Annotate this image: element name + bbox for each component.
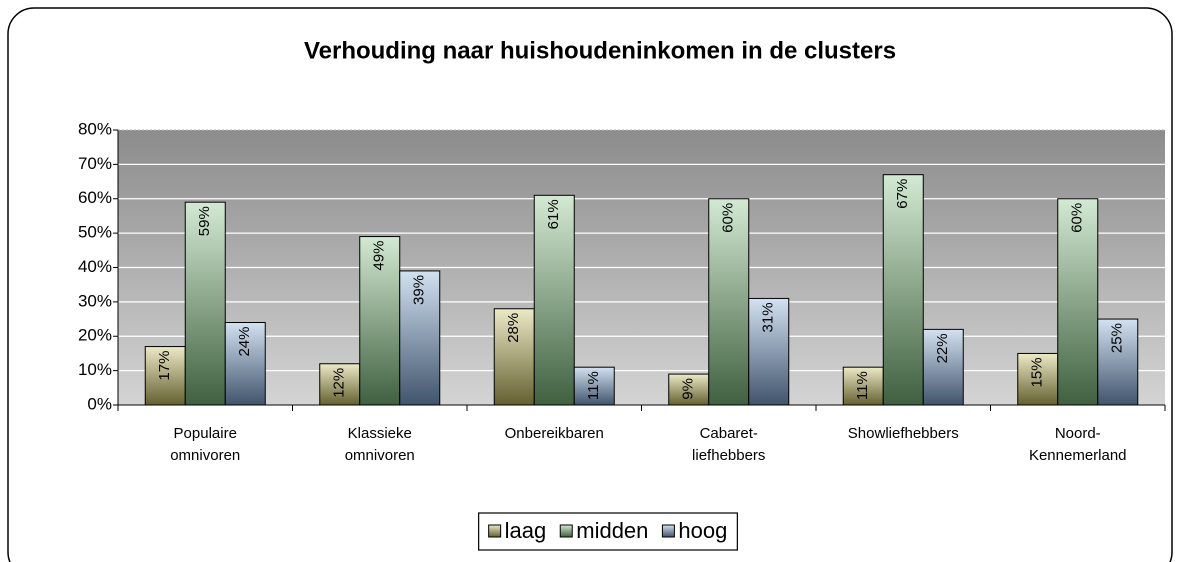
data-label: 11%: [585, 371, 602, 400]
data-label: 11%: [854, 371, 871, 400]
bar: [1057, 198, 1099, 406]
x-tick-label: Populaire omnivoren: [170, 425, 241, 464]
y-tick-label: 30%: [78, 291, 112, 310]
data-label: 60%: [1069, 203, 1086, 233]
legend-box: [478, 512, 738, 551]
y-tick-label: 50%: [78, 223, 112, 242]
data-label: 9%: [680, 378, 697, 400]
y-tick-label: 0%: [87, 394, 112, 413]
data-label: 59%: [196, 206, 213, 236]
legend: laag midden hoog: [478, 512, 738, 551]
data-label: 67%: [894, 179, 911, 209]
legend-label: laag: [505, 518, 547, 543]
bar: [359, 236, 401, 406]
y-tick-label: 40%: [78, 257, 112, 276]
x-tick-label: Klassieke omnivoren: [344, 425, 415, 464]
bar: [319, 363, 361, 406]
legend-swatch: [661, 524, 675, 538]
data-label: 12%: [331, 368, 348, 398]
bar: [708, 198, 750, 406]
y-tick-label: 20%: [78, 326, 112, 345]
chart-title: Verhouding naar huishoudeninkomen in de …: [304, 37, 896, 64]
y-tick-label: 80%: [78, 119, 112, 138]
x-tick-label: Noord- Kennemerland: [1028, 425, 1127, 464]
x-tick-label: Cabaret- liefhebbers: [692, 425, 766, 464]
data-label: 31%: [760, 302, 777, 332]
bar: [573, 366, 615, 406]
legend-swatch: [559, 524, 573, 538]
data-label: 15%: [1029, 357, 1046, 387]
bar: [922, 328, 964, 406]
bar: [224, 322, 266, 406]
y-tick-label: 70%: [78, 154, 112, 173]
bar: [1097, 318, 1139, 406]
data-label: 22%: [934, 333, 951, 363]
data-label: 24%: [236, 327, 253, 357]
legend-swatch: [488, 524, 502, 538]
data-label: 49%: [371, 241, 388, 271]
bar: [493, 308, 535, 406]
data-label: 17%: [156, 351, 173, 381]
x-tick-label: Onbereikbaren: [504, 425, 604, 442]
bar: [144, 346, 186, 406]
x-tick-label: Showliefhebbers: [847, 425, 959, 442]
bar: [748, 297, 790, 406]
legend-label: hoog: [678, 518, 727, 543]
y-tick-label: 10%: [78, 360, 112, 379]
data-label: 60%: [720, 203, 737, 233]
data-label: 25%: [1109, 323, 1126, 353]
data-label: 28%: [505, 313, 522, 343]
legend-label: midden: [576, 518, 648, 543]
bar: [399, 270, 441, 406]
data-label: 39%: [411, 275, 428, 305]
bar: [184, 201, 226, 406]
bar: [882, 174, 924, 406]
bar: [533, 194, 575, 406]
y-tick-label: 60%: [78, 188, 112, 207]
data-label: 61%: [545, 199, 562, 229]
